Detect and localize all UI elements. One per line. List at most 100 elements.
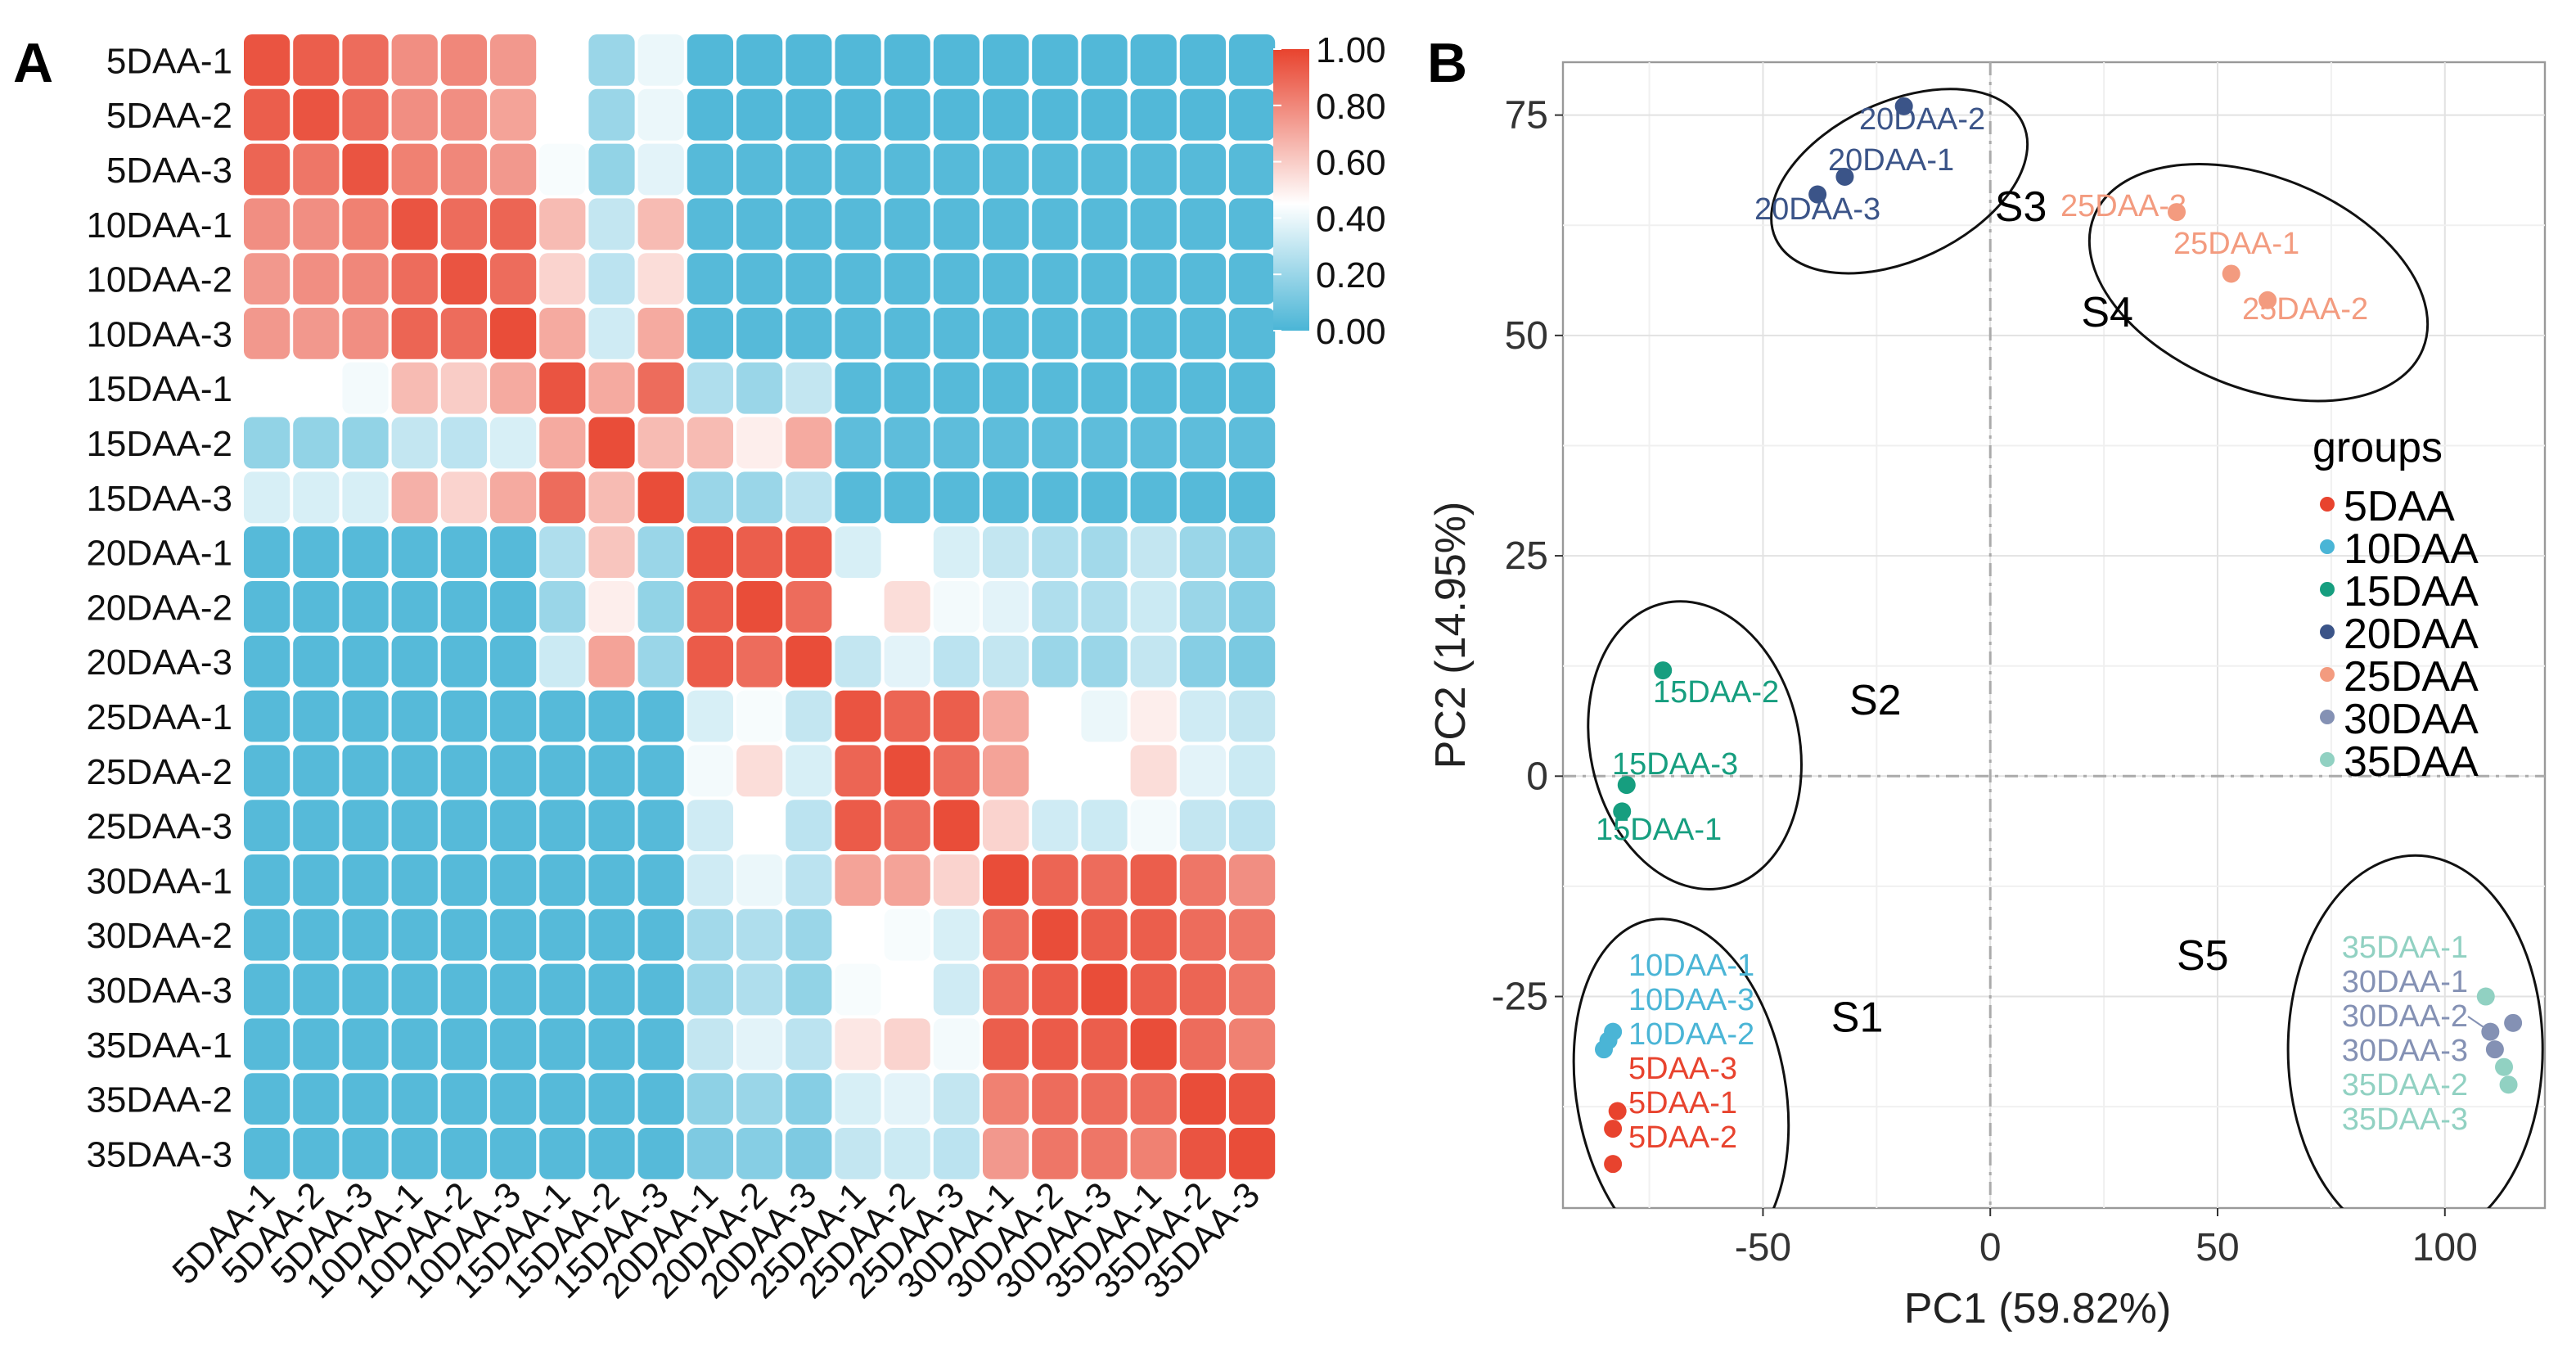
heatmap-cell [1179, 253, 1226, 304]
point-label: 15DAA-1 [1596, 813, 1722, 847]
heatmap-cell [1032, 1128, 1079, 1179]
heatmap-cell [293, 800, 340, 851]
heatmap-cell [244, 34, 290, 86]
heatmap-cell [490, 526, 537, 578]
heatmap-cell [786, 581, 832, 633]
row-label: 25DAA-2 [86, 752, 232, 792]
heatmap-cell [835, 34, 881, 86]
data-point [1599, 1031, 1618, 1050]
heatmap-cell [884, 308, 930, 359]
heatmap-cell [244, 362, 290, 414]
heatmap-cell [933, 198, 980, 250]
heatmap-cell [933, 581, 980, 633]
cluster-ellipse [1572, 917, 1790, 1208]
heatmap-cell [884, 471, 930, 524]
row-label: 30DAA-1 [86, 861, 232, 901]
row-label: 10DAA-2 [86, 260, 232, 300]
heatmap-cell [1179, 1073, 1226, 1125]
cluster-ellipse [2087, 163, 2430, 403]
heatmap-cell [884, 635, 930, 688]
cluster-ellipse [2286, 854, 2544, 1208]
heatmap-cell [1179, 581, 1226, 633]
heatmap-cell [1130, 308, 1177, 359]
heatmap-cell [933, 526, 980, 578]
heatmap-cell [835, 362, 881, 414]
heatmap-cell [490, 690, 537, 742]
heatmap-cell [539, 417, 586, 469]
heatmap-cell [1130, 908, 1177, 961]
heatmap-cell [539, 198, 586, 250]
heatmap-cell [933, 253, 980, 304]
heatmap-cell [835, 143, 881, 196]
heatmap-cell [1130, 143, 1177, 196]
heatmap-cell [539, 745, 586, 797]
legend-marker [2320, 752, 2335, 767]
heatmap-cell [983, 143, 1029, 196]
heatmap-cell [244, 635, 290, 688]
heatmap-cell [1179, 362, 1226, 414]
heatmap-cell [1032, 908, 1079, 961]
heatmap-cell [736, 1018, 783, 1071]
data-point [1604, 1120, 1623, 1138]
heatmap-cell [440, 581, 487, 633]
heatmap-cell [835, 308, 881, 359]
heatmap-cell [293, 526, 340, 578]
heatmap-cell [440, 88, 487, 141]
heatmap-cell [933, 1073, 980, 1125]
heatmap-cell [786, 143, 832, 196]
heatmap-cell [539, 34, 586, 86]
heatmap-cell [244, 1018, 290, 1071]
legend-item-label: 30DAA [2344, 696, 2479, 743]
heatmap-cell [1229, 308, 1276, 359]
heatmap-cell [539, 854, 586, 906]
row-label: 20DAA-1 [86, 534, 232, 574]
heatmap-cell [588, 908, 635, 961]
heatmap-cell [490, 800, 537, 851]
heatmap-cell [884, 745, 930, 797]
heatmap-cell [342, 1018, 389, 1071]
heatmap-cell [687, 800, 733, 851]
heatmap-cell [736, 198, 783, 250]
heatmap-cell [1179, 198, 1226, 250]
heatmap-cell [933, 690, 980, 742]
panel-label-b: B [1427, 32, 1467, 94]
heatmap-cell [884, 143, 930, 196]
heatmap-cell [1081, 417, 1128, 469]
heatmap-cell [687, 417, 733, 469]
heatmap-cell [1130, 1128, 1177, 1179]
heatmap-cell [293, 471, 340, 524]
heatmap-cell [539, 143, 586, 196]
x-tick-label: 0 [1979, 1226, 2002, 1269]
heatmap-cell [440, 417, 487, 469]
legend-marker [2320, 582, 2335, 597]
row-label: 35DAA-2 [86, 1080, 232, 1120]
heatmap-cell [1081, 745, 1128, 797]
heatmap-cell [884, 198, 930, 250]
heatmap-cell [1081, 88, 1128, 141]
heatmap-cell [391, 471, 438, 524]
heatmap-cell [1032, 635, 1079, 688]
data-point [2222, 264, 2240, 283]
point-label: 10DAA-2 [1628, 1017, 1754, 1052]
heatmap-cell [244, 143, 290, 196]
heatmap-cell [1229, 417, 1276, 469]
point-label: 20DAA-2 [1859, 102, 1985, 137]
heatmap-cell [588, 526, 635, 578]
heatmap-cell [983, 745, 1029, 797]
heatmap-cell [884, 581, 930, 633]
row-label: 5DAA-1 [106, 41, 232, 81]
point-label: 25DAA-1 [2173, 227, 2299, 261]
heatmap-cell [933, 34, 980, 86]
heatmap-cell [440, 690, 487, 742]
heatmap-cell [637, 854, 684, 906]
heatmap-cell [244, 88, 290, 141]
heatmap-cell [490, 963, 537, 1016]
heatmap-cell [983, 34, 1029, 86]
heatmap-cell [391, 635, 438, 688]
heatmap-cell [933, 88, 980, 141]
heatmap-cell [933, 417, 980, 469]
heatmap-cell [835, 635, 881, 688]
legend-marker [2320, 667, 2335, 682]
heatmap-cell [342, 690, 389, 742]
colorbar-tick-label: 0.00 [1316, 312, 1386, 352]
